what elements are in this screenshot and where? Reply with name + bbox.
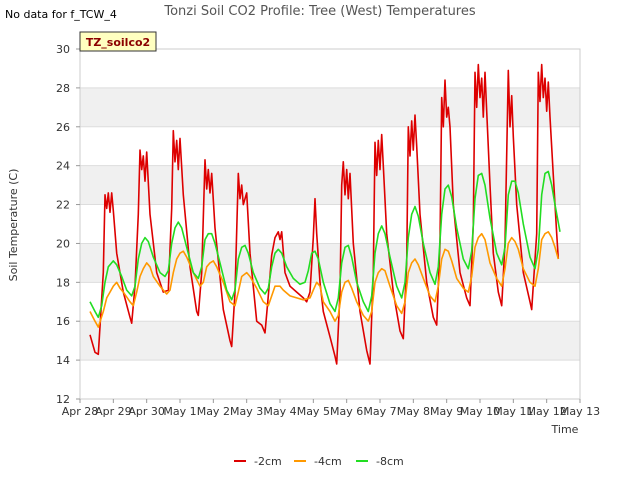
x-tick-label: May 9 [430,405,463,418]
x-tick-label: May 13 [560,405,600,418]
x-axis-label: Time [551,423,579,436]
series-line-8-cm [89,170,561,319]
y-axis-ticks: 12 14 16 18 20 22 24 26 28 30 [56,43,80,406]
x-tick-label: May 10 [460,405,500,418]
legend-label: -4cm [314,455,342,468]
x-tick-label: Apr 28 [62,405,99,418]
badge-box [79,31,157,52]
x-tick-label: May 4 [263,405,296,418]
legend-label: -2cm [254,455,282,468]
x-tick-label: May 6 [330,405,363,418]
y-tick-label: 30 [56,43,70,56]
y-axis-label: Soil Temperature (C) [7,169,20,282]
chart-title: Tonzi Soil CO2 Profile: Tree (West) Temp… [163,4,476,19]
series-layer [89,63,561,365]
y-tick-label: 20 [56,237,70,250]
grid-band [80,87,580,127]
y-tick-label: 12 [56,393,70,406]
plot-area-frame [79,48,581,400]
y-tick-label: 24 [56,160,70,173]
legend: -2cm -4cm -8cm [234,455,404,468]
x-tick-label: Apr 29 [95,405,132,418]
y-tick-label: 22 [56,199,70,212]
series-line-4-cm [89,231,560,328]
badge: TZ_soilco2 [79,31,157,52]
grid-band [80,321,580,361]
legend-label: -8cm [376,455,404,468]
x-tick-label: May 12 [527,405,567,418]
x-tick-label: May 7 [363,405,396,418]
x-tick-label: May 5 [297,405,330,418]
y-tick-label: 16 [56,315,70,328]
y-tick-label: 18 [56,276,70,289]
grid-band [80,165,580,205]
y-tick-label: 14 [56,354,70,367]
plot-background-bands [80,48,580,400]
y-tick-label: 28 [56,82,70,95]
x-tick-label: May 11 [493,405,533,418]
x-tick-label: May 8 [397,405,430,418]
x-tick-label: May 2 [197,405,230,418]
x-tick-label: Apr 30 [128,405,165,418]
no-data-note: No data for f_TCW_4 [5,8,117,21]
y-tick-label: 26 [56,121,70,134]
x-tick-label: May 1 [163,405,196,418]
series-line-2-cm [89,63,560,365]
x-tick-label: May 3 [230,405,263,418]
badge-label: TZ_soilco2 [86,36,150,49]
